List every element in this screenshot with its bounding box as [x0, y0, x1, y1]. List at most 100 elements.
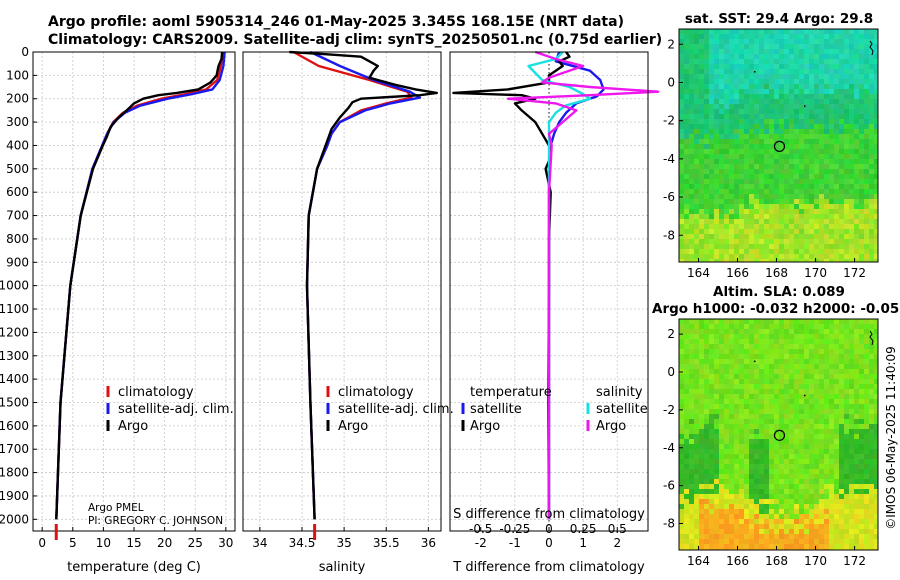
island-speck — [804, 394, 806, 397]
map-cell — [679, 34, 684, 39]
map-cell — [849, 104, 854, 109]
map-cell — [719, 404, 724, 409]
map-cell — [734, 319, 739, 324]
map-cell — [864, 29, 869, 34]
map-cell — [769, 334, 774, 339]
map-cell — [794, 94, 799, 99]
map-cell — [754, 424, 759, 429]
map-cell — [724, 219, 729, 224]
map-cell — [804, 334, 809, 339]
map-cell — [814, 154, 819, 159]
map-cell — [809, 224, 814, 229]
map-cell — [779, 54, 784, 59]
map-cell — [834, 519, 839, 524]
map-cell — [684, 209, 689, 214]
map-cell — [719, 484, 724, 489]
map-cell — [829, 99, 834, 104]
map-cell — [784, 339, 789, 344]
map-cell — [854, 369, 859, 374]
map-cell — [679, 74, 684, 79]
map-cell — [719, 164, 724, 169]
map-cell — [824, 249, 829, 254]
map-cell — [839, 94, 844, 99]
map-cell — [789, 539, 794, 544]
map-cell — [714, 99, 719, 104]
map-cell — [829, 199, 834, 204]
map-cell — [804, 249, 809, 254]
map-cell — [719, 534, 724, 539]
map-cell — [734, 124, 739, 129]
map-cell — [839, 444, 844, 449]
map-cell — [784, 239, 789, 244]
map-cell — [759, 159, 764, 164]
map-cell — [819, 379, 824, 384]
map-cell — [859, 334, 864, 339]
map-cell — [874, 504, 878, 509]
map-cell — [719, 54, 724, 59]
map-cell — [744, 164, 749, 169]
map-cell — [799, 164, 804, 169]
map-cell — [824, 244, 829, 249]
map-cell — [799, 324, 804, 329]
map-cell — [774, 84, 779, 89]
map-cell — [834, 129, 839, 134]
map-cell — [699, 244, 704, 249]
map-cell — [789, 464, 794, 469]
map-cell — [739, 384, 744, 389]
map-cell — [714, 159, 719, 164]
map-cell — [819, 474, 824, 479]
map-cell — [809, 239, 814, 244]
map-cell — [744, 419, 749, 424]
map-cell — [724, 459, 729, 464]
map-cell — [689, 99, 694, 104]
map-cell — [859, 29, 864, 34]
map-cell — [759, 344, 764, 349]
map-cell — [754, 89, 759, 94]
map-cell — [734, 354, 739, 359]
map-cell — [814, 239, 819, 244]
map-cell — [804, 34, 809, 39]
map-cell — [699, 474, 704, 479]
map-cell — [864, 439, 869, 444]
map-cell — [834, 419, 839, 424]
map-cell — [684, 369, 689, 374]
map-cell — [799, 449, 804, 454]
map-cell — [849, 464, 854, 469]
map-cell — [824, 524, 829, 529]
map-cell — [819, 339, 824, 344]
map-cell — [824, 79, 829, 84]
map-cell — [794, 364, 799, 369]
map-cell — [704, 254, 709, 259]
map-cell — [749, 374, 754, 379]
map-cell — [829, 489, 834, 494]
map-cell — [734, 394, 739, 399]
map-cell — [714, 434, 719, 439]
map-cell — [874, 39, 878, 44]
map-cell — [719, 444, 724, 449]
map-cell — [699, 394, 704, 399]
map-cell — [684, 384, 689, 389]
map-cell — [694, 174, 699, 179]
map-y-tick-label: -8 — [663, 228, 675, 242]
map-cell — [834, 429, 839, 434]
map-cell — [834, 449, 839, 454]
map-cell — [814, 509, 819, 514]
map-cell — [709, 169, 714, 174]
map-cell — [794, 394, 799, 399]
map-cell — [824, 199, 829, 204]
map-cell — [709, 224, 714, 229]
map-cell — [759, 434, 764, 439]
map-cell — [834, 434, 839, 439]
x-tick-label: 30 — [218, 536, 233, 550]
map-cell — [684, 144, 689, 149]
map-cell — [709, 189, 714, 194]
map-cell — [834, 134, 839, 139]
map-cell — [749, 179, 754, 184]
map-cell — [859, 244, 864, 249]
map-cell — [719, 29, 724, 34]
map-cell — [869, 494, 874, 499]
map-cell — [809, 424, 814, 429]
map-cell — [794, 29, 799, 34]
map-cell — [689, 129, 694, 134]
map-cell — [769, 154, 774, 159]
